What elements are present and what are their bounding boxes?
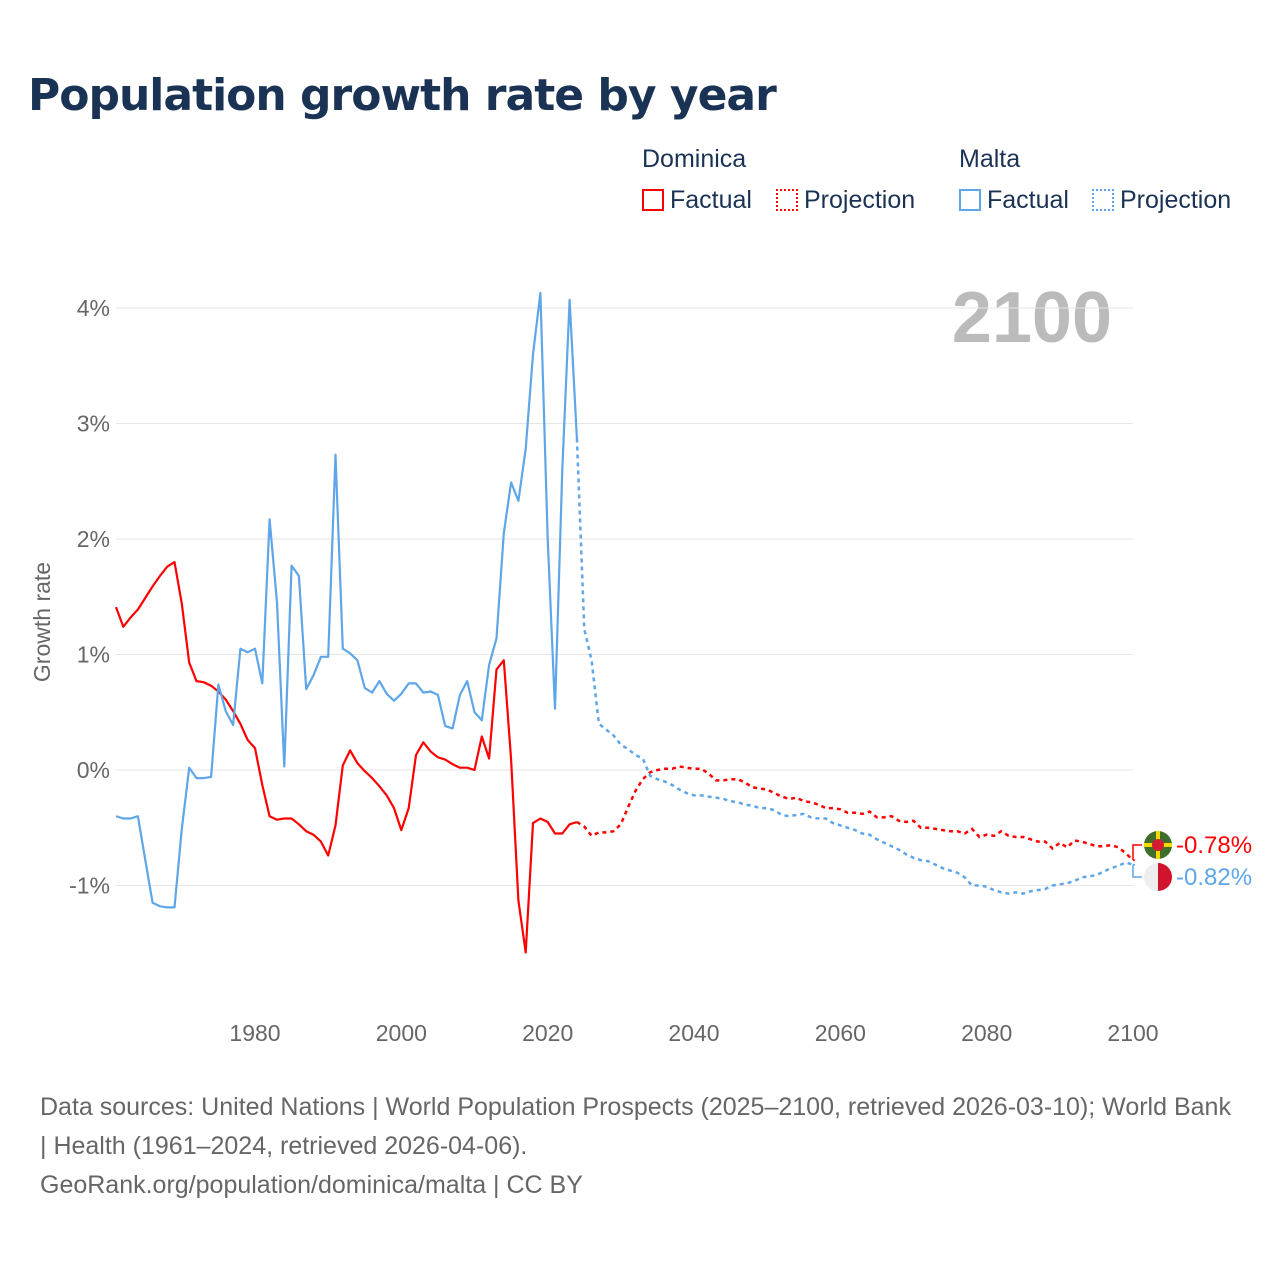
series-line-malta-projection <box>575 438 1134 895</box>
dominica-flag-icon <box>1144 831 1172 859</box>
dotted-swatch-icon <box>1092 189 1114 211</box>
y-tick-label: 0% <box>77 757 110 783</box>
legend-title: Malta <box>959 145 1021 173</box>
attribution-link[interactable]: GeoRank.org/population/dominica/malta | … <box>40 1171 583 1199</box>
end-connector <box>1132 863 1142 878</box>
solid-swatch-icon <box>642 189 664 211</box>
data-sources: Data sources: United Nations | World Pop… <box>40 1093 1231 1160</box>
x-tick-label: 1980 <box>229 1020 280 1046</box>
legend-dominica-factual[interactable]: Factual <box>642 186 752 215</box>
x-tick-label: 2100 <box>1107 1020 1158 1046</box>
end-connector <box>1132 844 1142 861</box>
legend-dominica-projection[interactable]: Projection <box>776 186 915 215</box>
dotted-swatch-icon <box>776 189 798 211</box>
solid-swatch-icon <box>959 189 981 211</box>
legend-title: Dominica <box>642 145 747 173</box>
x-tick-label: 2000 <box>376 1020 427 1046</box>
page-title: Population growth rate by year <box>28 70 777 121</box>
series-line-dominica-projection <box>576 765 1134 862</box>
y-axis-label: Growth rate <box>29 562 55 682</box>
series-line-dominica-factual <box>114 561 578 954</box>
y-tick-label: 2% <box>77 526 110 552</box>
series-line-malta-factual <box>115 291 578 909</box>
legend-malta-projection[interactable]: Projection <box>1092 186 1231 215</box>
x-tick-label: 2060 <box>815 1020 866 1046</box>
x-tick-label: 2080 <box>961 1020 1012 1046</box>
end-value-label: -0.78% <box>1176 832 1252 859</box>
legend-group-dominica: Dominica <box>642 145 746 174</box>
x-tick-label: 2040 <box>668 1020 719 1046</box>
y-tick-label: 4% <box>77 295 110 321</box>
year-indicator: 2100 <box>952 278 1112 358</box>
legend-group-malta: Malta <box>959 145 1020 174</box>
line-chart: 2100 Growth rate -1% 0% 1% 2% 3% 4% 1980 2000 20… <box>29 278 1252 1046</box>
footer: Data sources: United Nations | World Pop… <box>40 1088 1240 1205</box>
y-tick-label: 1% <box>77 642 110 668</box>
y-tick-label: -1% <box>69 873 110 899</box>
malta-flag-icon <box>1144 863 1172 891</box>
y-tick-label: 3% <box>77 411 110 437</box>
legend-malta-factual[interactable]: Factual <box>959 186 1069 215</box>
end-value-label: -0.82% <box>1176 864 1252 891</box>
x-tick-label: 2020 <box>522 1020 573 1046</box>
